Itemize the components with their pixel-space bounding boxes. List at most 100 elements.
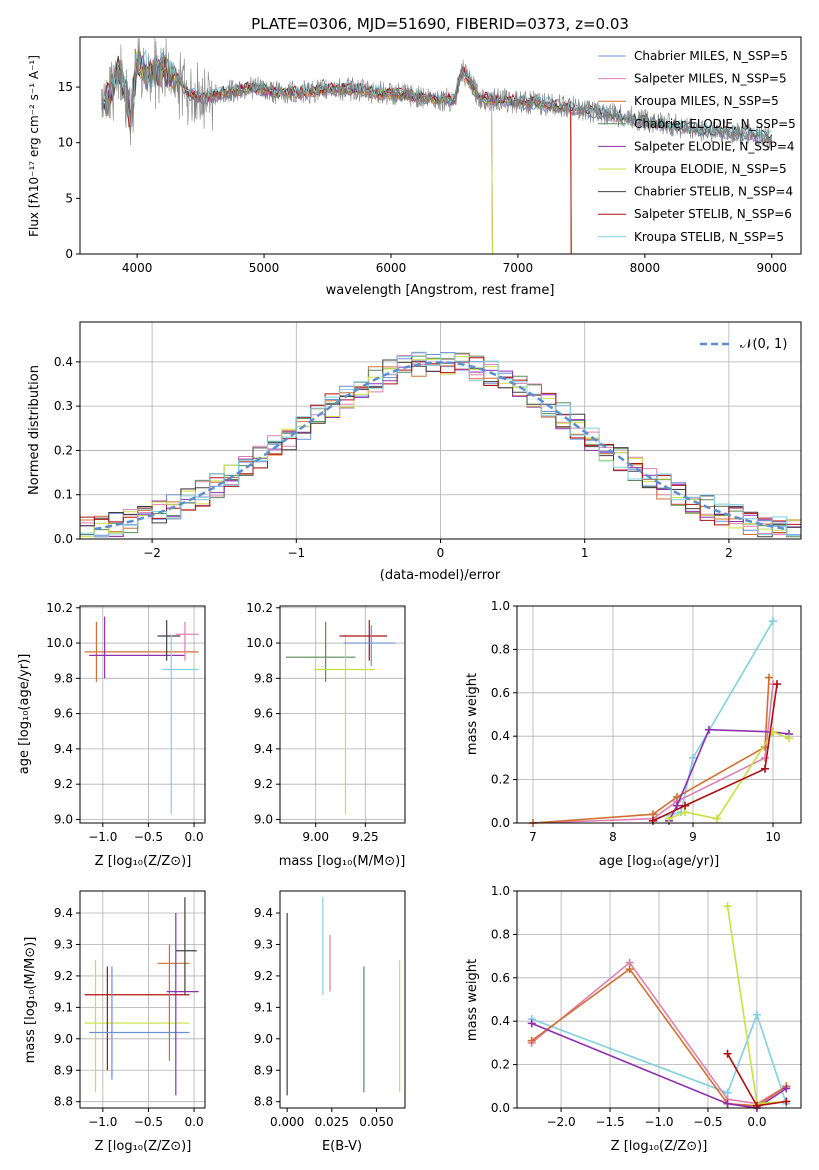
x-tick-label: −2: [143, 546, 161, 560]
weight-vs-age-ylabel: mass weight: [465, 673, 480, 755]
weight-vs-age-xlabel: age [log₁₀(age/yr)]: [599, 854, 720, 869]
spectrum-frame: [79, 36, 802, 255]
mass-weight-line: [652, 683, 778, 822]
y-tick-label: 0.8: [491, 927, 510, 941]
age-vs-mass-xlabel: mass [log₁₀(M/M⊙)]: [279, 854, 406, 869]
x-tick-label: 7: [529, 830, 537, 844]
y-tick-label: 1.0: [491, 599, 510, 613]
mass-weight-marker: [761, 764, 769, 773]
legend-label: Salpeter MILES, N_SSP=5: [634, 72, 787, 86]
x-tick-label: 0.0: [185, 830, 204, 844]
y-tick-label: 0.2: [491, 773, 510, 787]
legend-label: Kroupa STELIB, N_SSP=5: [634, 230, 784, 244]
y-tick-label: 10.0: [46, 636, 73, 650]
mass-vs-Z-plot-area: −1.0 −0.5 0.0 8.8 8.9 9.0 9.1 9.2 9.3 9.4: [54, 891, 205, 1129]
mass-weight-line: [531, 1012, 788, 1104]
mass-weight-marker: [782, 1097, 791, 1106]
legend-label: Kroupa ELODIE, N_SSP=5: [634, 162, 787, 176]
y-tick-label: 15: [58, 80, 73, 94]
y-tick-label: 0.4: [491, 1014, 510, 1028]
spectrum-title: PLATE=0306, MJD=51690, FIBERID=0373, z=0…: [251, 15, 629, 33]
age-vs-Z-plot-area: −1.0 −0.5 0.0 9.0 9.2 9.4 9.6 9.8 10.0 10.2: [46, 601, 205, 844]
mass-vs-Z-xlabel: Z [log₁₀(Z/Z⊙)]: [95, 1139, 192, 1154]
age-vs-mass-frame: [279, 605, 406, 824]
x-tick-label: −1.0: [88, 1115, 117, 1129]
y-tick-label: 0.6: [491, 686, 510, 700]
y-tick-label: 0.2: [54, 443, 73, 457]
x-tick-label: 9.00: [302, 830, 329, 844]
y-tick-label: 9.4: [54, 906, 73, 920]
x-tick-label: 4000: [122, 261, 153, 275]
y-tick-label: 10.2: [46, 601, 73, 615]
spectrum-panel: PLATE=0306, MJD=51690, FIBERID=0373, z=0…: [27, 15, 802, 298]
weight-vs-Z-frame: [516, 890, 802, 1109]
mass-vs-EBV-xlabel: E(B-V): [322, 1139, 362, 1154]
x-tick-label: 9: [689, 830, 697, 844]
y-tick-label: 9.0: [254, 1032, 273, 1046]
y-tick-label: 10.0: [246, 636, 273, 650]
y-tick-label: 5: [65, 191, 73, 205]
mass-vs-Z-ylabel: mass [log₁₀(M/M⊙)]: [23, 937, 38, 1064]
mass-weight-marker: [705, 725, 713, 734]
mass-weight-marker: [665, 814, 673, 823]
x-tick-label: −0.5: [134, 830, 163, 844]
y-tick-label: 0.4: [491, 729, 510, 743]
y-tick-label: 9.4: [54, 742, 73, 756]
legend-label: Salpeter ELODIE, N_SSP=4: [634, 139, 795, 153]
mass-weight-marker: [527, 1036, 536, 1045]
x-tick-label: 0.0: [747, 1115, 766, 1129]
residuals-plot-area: −2 −1 0 1 2 0.0 0.1 0.2 0.3 0.4: [54, 322, 801, 560]
mass-weight-marker: [713, 814, 721, 823]
weight-vs-Z-xlabel: Z [log₁₀(Z/Z⊙)]: [611, 1139, 708, 1154]
observed-spectrum-line: [101, 38, 773, 149]
mass-weight-line: [532, 677, 770, 824]
y-tick-label: 9.2: [54, 969, 73, 983]
spectrum-legend: Chabrier MILES, N_SSP=5 Salpeter MILES, N…: [598, 49, 796, 244]
residuals-frame: [79, 321, 802, 540]
age-vs-Z-frame: [79, 605, 206, 824]
y-tick-label: 0.2: [491, 1058, 510, 1072]
y-tick-label: 0.1: [54, 488, 73, 502]
y-tick-label: 9.6: [54, 707, 73, 721]
mass-weight-marker: [689, 753, 697, 762]
y-tick-label: 0: [65, 247, 73, 261]
spectrum-xlabel: wavelength [Angstrom, rest frame]: [326, 283, 555, 298]
gaussian-legend-label: 𝒩(0, 1): [740, 337, 787, 352]
y-tick-label: 9.3: [254, 937, 273, 951]
gaussian-curve: [94, 361, 787, 531]
mass-weight-marker: [765, 673, 773, 682]
y-tick-label: 0.0: [491, 1101, 510, 1115]
x-tick-label: 1: [581, 546, 589, 560]
y-tick-label: 0.8: [491, 642, 510, 656]
weight-vs-Z-ylabel: mass weight: [465, 959, 480, 1041]
residuals-panel: −2 −1 0 1 2 0.0 0.1 0.2 0.3 0.4 𝒩(0, 1) (data-mod…: [27, 321, 802, 583]
legend-label: Chabrier MILES, N_SSP=5: [634, 49, 788, 63]
y-tick-label: 0.0: [491, 816, 510, 830]
x-tick-label: 0: [437, 546, 445, 560]
x-tick-label: 7000: [503, 261, 534, 275]
y-tick-label: 9.1: [54, 1000, 73, 1014]
y-tick-label: 9.1: [254, 1000, 273, 1014]
x-tick-label: −1: [287, 546, 305, 560]
mass-weight-marker: [782, 1084, 791, 1093]
mass-vs-EBV-panel: 0.000 0.025 0.050 8.8 8.9 9.0 9.1 9.2 9.3 9.4 E(B…: [254, 890, 406, 1154]
mass-weight-marker: [752, 1010, 761, 1019]
mass-vs-Z-panel: −1.0 −0.5 0.0 8.8 8.9 9.0 9.1 9.2 9.3 9.4 Z [log₁…: [23, 890, 206, 1154]
y-tick-label: 8.8: [54, 1095, 73, 1109]
y-tick-label: 9.4: [254, 742, 273, 756]
y-tick-label: 1.0: [491, 884, 510, 898]
x-tick-label: 9.25: [352, 830, 379, 844]
y-tick-label: 9.8: [254, 671, 273, 685]
model-spectrum-line: [101, 51, 572, 255]
mass-weight-marker: [681, 801, 689, 810]
age-vs-mass-panel: 9.00 9.25 9.0 9.2 9.4 9.6 9.8 10.0 10.2 mass [lo…: [246, 601, 406, 869]
x-tick-label: 8000: [630, 261, 661, 275]
y-tick-label: 8.9: [54, 1063, 73, 1077]
x-tick-label: 5000: [249, 261, 280, 275]
age-vs-Z-ylabel: age [log₁₀(age/yr)]: [17, 654, 32, 775]
x-tick-label: 10: [765, 830, 780, 844]
age-vs-Z-xlabel: Z [log₁₀(Z/Z⊙)]: [95, 854, 192, 869]
y-tick-label: 9.6: [254, 707, 273, 721]
mass-vs-EBV-frame: [279, 890, 406, 1109]
spectrum-plot-area: 4000 5000 6000 7000 8000 9000 0 5 10 15: [58, 38, 787, 275]
